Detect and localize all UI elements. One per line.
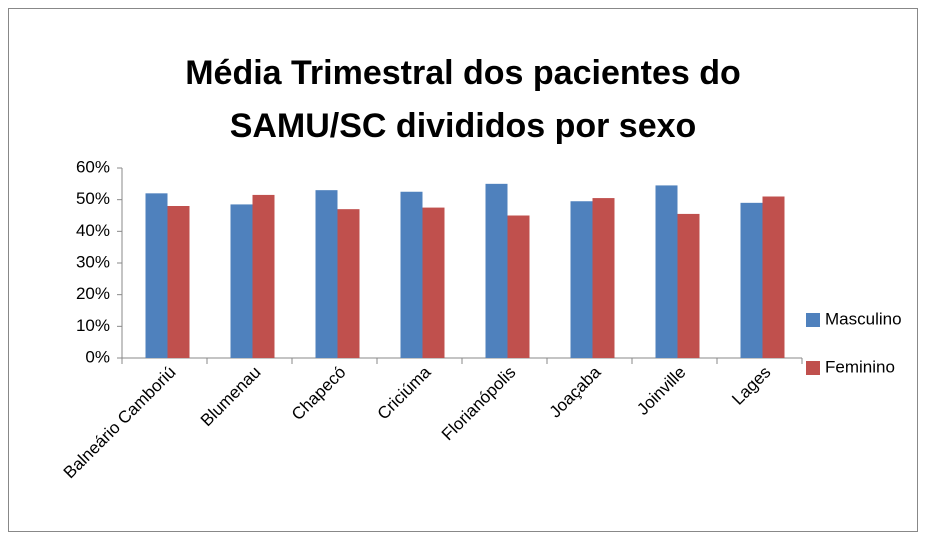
bar (230, 204, 253, 358)
y-tick-label: 40% (76, 221, 110, 240)
y-tick-label: 30% (76, 252, 110, 271)
bar (592, 198, 615, 358)
y-tick-label: 50% (76, 189, 110, 208)
bar (677, 213, 700, 358)
bar (570, 201, 593, 358)
chart-title: SAMU/SC divididos por sexo (230, 107, 697, 145)
bar (485, 183, 508, 358)
bar (507, 215, 530, 358)
bar (337, 209, 360, 358)
bar (740, 202, 763, 358)
bar (655, 185, 678, 358)
y-tick-label: 10% (76, 316, 110, 335)
bar (252, 194, 275, 358)
bar (145, 193, 168, 358)
bar (422, 207, 445, 358)
legend-label: Masculino (825, 309, 902, 328)
legend-swatch (806, 313, 820, 327)
bar (315, 190, 338, 358)
bar (167, 206, 190, 358)
legend-swatch (806, 361, 820, 375)
y-tick-label: 20% (76, 284, 110, 303)
chart-title: Média Trimestral dos pacientes do (185, 54, 741, 92)
y-tick-label: 0% (85, 347, 110, 366)
y-tick-label: 60% (76, 157, 110, 176)
legend-label: Feminino (825, 357, 895, 376)
bar (400, 191, 423, 358)
bar (762, 196, 785, 358)
